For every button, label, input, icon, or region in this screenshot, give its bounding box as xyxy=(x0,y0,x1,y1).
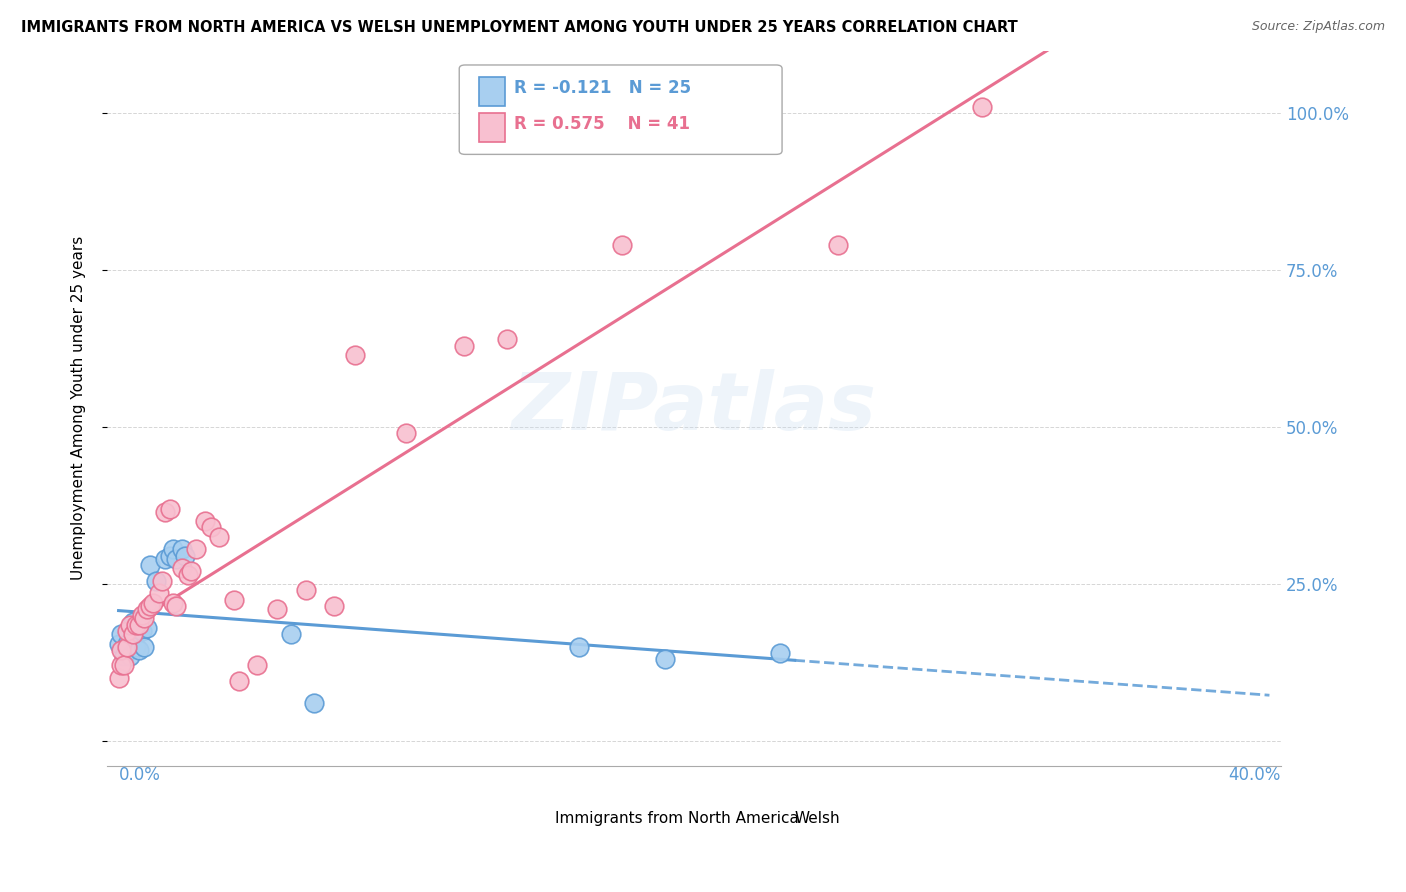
Point xyxy=(159,549,181,563)
Point xyxy=(136,602,159,616)
Point xyxy=(162,596,184,610)
Point xyxy=(610,238,633,252)
Point xyxy=(131,624,153,638)
Point xyxy=(134,640,156,654)
Point xyxy=(112,648,135,663)
Point xyxy=(122,624,145,638)
Point xyxy=(142,596,165,610)
Point xyxy=(769,646,792,660)
Point xyxy=(165,551,187,566)
Y-axis label: Unemployment Among Youth under 25 years: Unemployment Among Youth under 25 years xyxy=(72,236,86,581)
Text: Source: ZipAtlas.com: Source: ZipAtlas.com xyxy=(1251,20,1385,33)
Point xyxy=(131,608,153,623)
Point xyxy=(162,542,184,557)
Point xyxy=(128,617,150,632)
Point xyxy=(112,658,135,673)
FancyBboxPatch shape xyxy=(520,804,546,832)
Text: R = -0.121   N = 25: R = -0.121 N = 25 xyxy=(515,78,692,97)
Text: IMMIGRANTS FROM NORTH AMERICA VS WELSH UNEMPLOYMENT AMONG YOUTH UNDER 25 YEARS C: IMMIGRANTS FROM NORTH AMERICA VS WELSH U… xyxy=(21,20,1018,35)
Point xyxy=(128,642,150,657)
Point xyxy=(395,426,418,441)
Point xyxy=(139,599,162,613)
Point xyxy=(139,558,162,573)
Text: ZIPatlas: ZIPatlas xyxy=(512,369,876,447)
Text: Welsh: Welsh xyxy=(794,811,841,826)
Point xyxy=(266,602,288,616)
Point xyxy=(107,636,129,650)
Point xyxy=(170,542,193,557)
Point xyxy=(107,671,129,685)
Point xyxy=(970,100,993,114)
Point xyxy=(125,640,148,654)
Point xyxy=(153,505,176,519)
Point xyxy=(115,636,138,650)
Point xyxy=(654,652,676,666)
Point xyxy=(110,627,132,641)
Point xyxy=(150,574,173,588)
Text: 0.0%: 0.0% xyxy=(118,766,160,784)
FancyBboxPatch shape xyxy=(460,65,782,154)
Point xyxy=(186,542,208,557)
Text: Immigrants from North America: Immigrants from North America xyxy=(555,811,800,826)
Point xyxy=(343,348,366,362)
Text: R = 0.575    N = 41: R = 0.575 N = 41 xyxy=(515,115,690,133)
Point xyxy=(122,615,145,629)
FancyBboxPatch shape xyxy=(479,113,505,142)
Point xyxy=(145,574,167,588)
Point xyxy=(136,621,159,635)
Point xyxy=(496,332,519,346)
Point xyxy=(153,551,176,566)
Point xyxy=(302,696,325,710)
Point xyxy=(228,674,250,689)
FancyBboxPatch shape xyxy=(759,804,786,832)
Point xyxy=(323,599,346,613)
Point xyxy=(294,583,316,598)
Point xyxy=(208,530,231,544)
Point xyxy=(125,617,148,632)
Point xyxy=(159,501,181,516)
Point xyxy=(280,627,302,641)
Point xyxy=(110,642,132,657)
Point xyxy=(134,611,156,625)
Point xyxy=(173,549,195,563)
Point xyxy=(200,520,222,534)
Point xyxy=(194,514,217,528)
Point xyxy=(170,561,193,575)
Point xyxy=(827,238,849,252)
Point xyxy=(148,586,170,600)
Point xyxy=(110,658,132,673)
Point xyxy=(222,592,245,607)
Point xyxy=(453,338,475,352)
FancyBboxPatch shape xyxy=(479,77,505,106)
Point xyxy=(246,658,269,673)
Point xyxy=(115,640,138,654)
Point xyxy=(165,599,187,613)
Text: 40.0%: 40.0% xyxy=(1229,766,1281,784)
Point xyxy=(179,565,201,579)
Point xyxy=(122,627,145,641)
Point xyxy=(115,624,138,638)
Point xyxy=(176,567,198,582)
Point xyxy=(120,617,142,632)
Point xyxy=(568,640,591,654)
Point xyxy=(120,648,142,663)
